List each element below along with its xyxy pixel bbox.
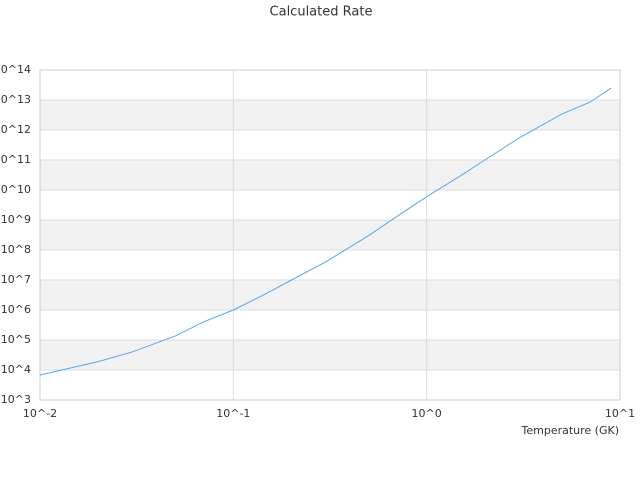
grid-band (40, 100, 620, 130)
y-tick-label: 10^5 (1, 333, 31, 346)
grid-band (40, 220, 620, 250)
x-axis-label: Temperature (GK) (521, 424, 620, 437)
y-tick-label: 10^10 (0, 183, 31, 196)
y-tick-label: 10^4 (1, 363, 31, 376)
plot-frame (39, 69, 621, 401)
y-tick-label: 10^8 (1, 243, 31, 256)
y-tick-label: 10^14 (0, 63, 31, 76)
x-tick-label: 10^1 (605, 407, 635, 420)
grid-band (40, 280, 620, 310)
chart-title: Calculated Rate (270, 5, 373, 20)
grid-band (40, 340, 620, 370)
y-tick-label: 10^9 (1, 213, 31, 226)
y-tick-label: 10^13 (0, 93, 31, 106)
data-line (39, 87, 612, 376)
y-tick-label: 10^3 (1, 393, 31, 406)
y-tick-label: 10^7 (1, 273, 31, 286)
y-tick-label: 10^11 (0, 153, 31, 166)
x-tick-label: 10^-2 (23, 407, 57, 420)
y-tick-label: 10^6 (1, 303, 31, 316)
x-tick-label: 10^-1 (216, 407, 250, 420)
x-tick-label: 10^0 (412, 407, 442, 420)
y-tick-label: 10^12 (0, 123, 31, 136)
grid-band (40, 160, 620, 190)
